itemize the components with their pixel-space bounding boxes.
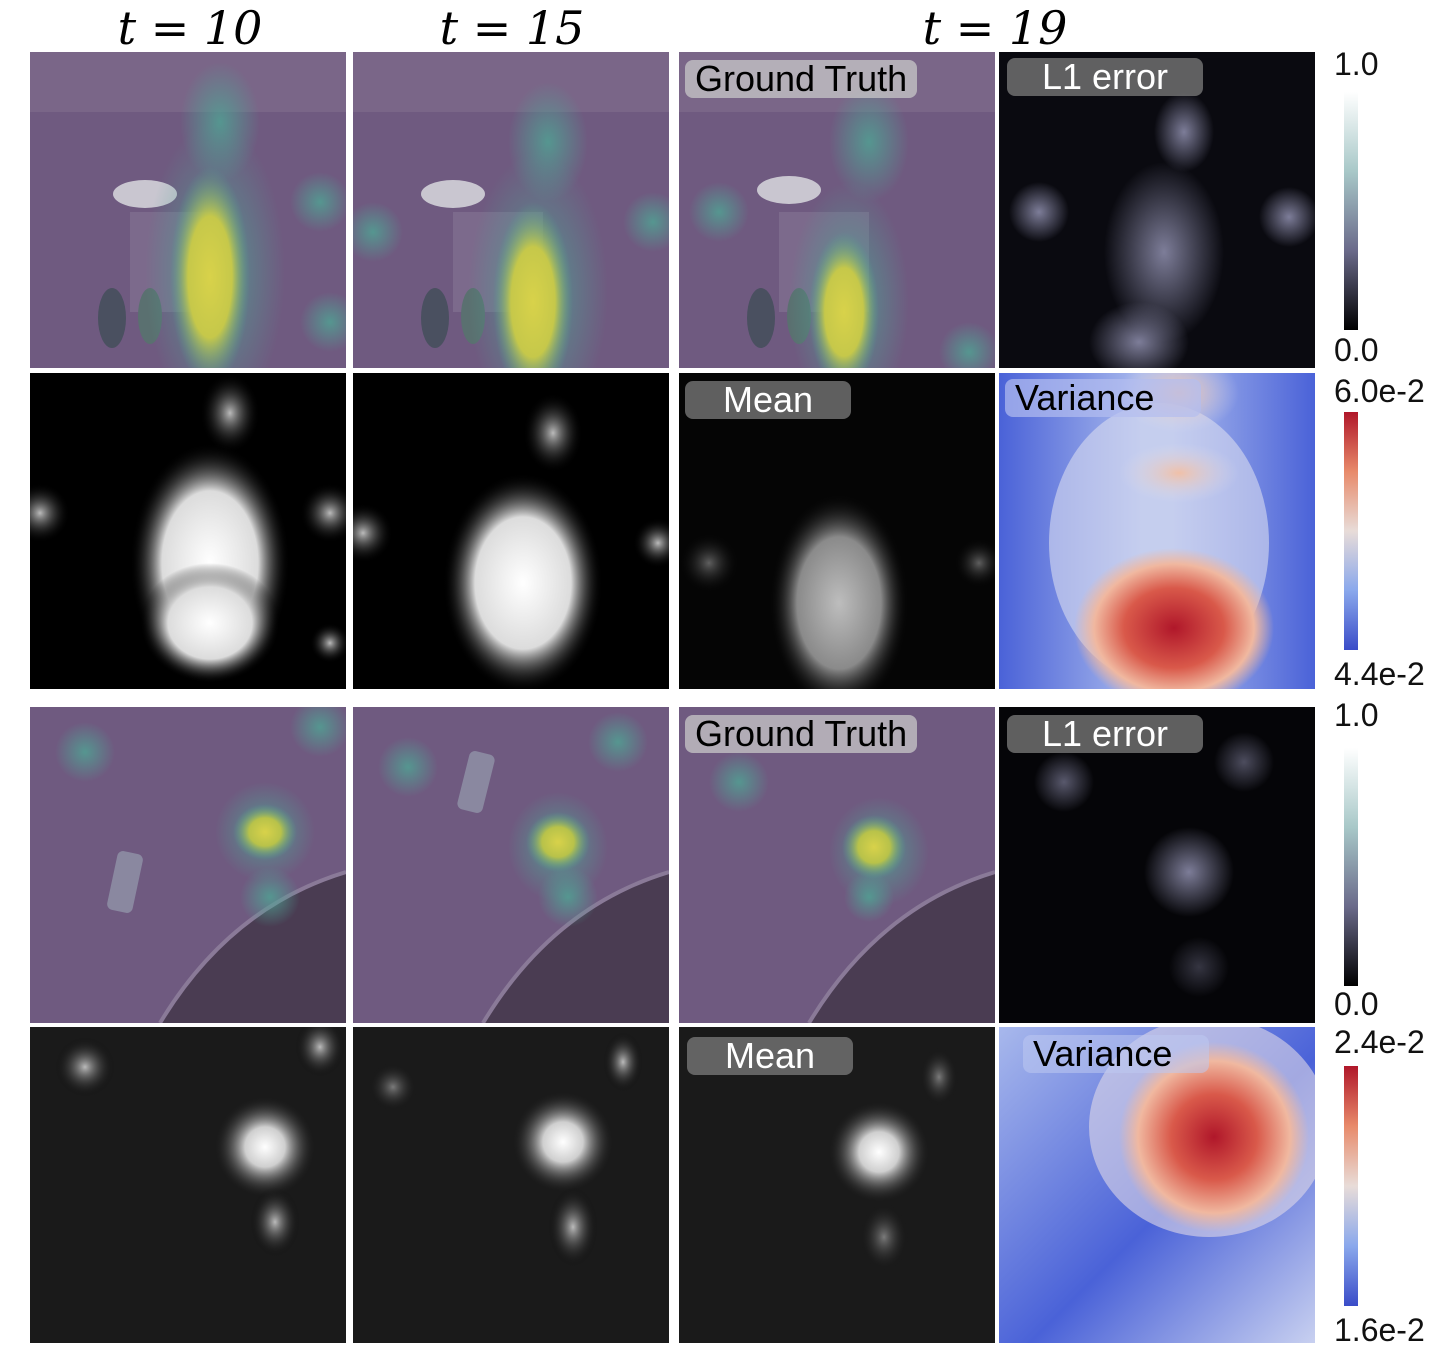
variance-label: Variance [1023, 1035, 1209, 1073]
g1-variance-cbar-min: 4.4e-2 [1334, 656, 1425, 692]
g1-mean-panel: Mean [679, 373, 995, 689]
g2-density-t15 [353, 1027, 669, 1343]
g1-density-t15 [353, 373, 669, 689]
g2-variance-colorbar [1344, 1066, 1358, 1306]
variance-label: Variance [1005, 379, 1201, 417]
g2-density-t10 [30, 1027, 346, 1343]
g1-ground-truth-panel: Ground Truth [679, 52, 995, 368]
g2-ground-truth-panel: Ground Truth [679, 707, 995, 1023]
l1-error-label: L1 error [1007, 715, 1203, 753]
g2-error-cbar-max: 1.0 [1334, 697, 1379, 733]
g1-variance-panel: Variance [999, 373, 1315, 689]
g1-variance-cbar-max: 6.0e-2 [1334, 373, 1425, 409]
g1-error-colorbar [1344, 92, 1358, 330]
g1-density-t10 [30, 373, 346, 689]
g2-variance-cbar-min: 1.6e-2 [1334, 1312, 1425, 1348]
g2-variance-cbar-max: 2.4e-2 [1334, 1024, 1425, 1060]
g1-aerial-t15 [353, 52, 669, 368]
g2-variance-panel: Variance [999, 1027, 1315, 1343]
header-t19: t = 19 [922, 1, 1068, 55]
g2-error-cbar-min: 0.0 [1334, 986, 1379, 1022]
ground-truth-label: Ground Truth [685, 60, 918, 98]
g2-l1-error-panel: L1 error [999, 707, 1315, 1023]
ground-truth-label: Ground Truth [685, 715, 918, 753]
g2-aerial-t15 [353, 707, 669, 1023]
g2-mean-panel: Mean [679, 1027, 995, 1343]
mean-label: Mean [685, 381, 851, 419]
g1-l1-error-panel: L1 error [999, 52, 1315, 368]
mean-label: Mean [687, 1037, 853, 1075]
g2-error-colorbar [1344, 748, 1358, 986]
header-t10: t = 10 [117, 1, 263, 55]
g2-aerial-t10 [30, 707, 346, 1023]
g1-error-cbar-min: 0.0 [1334, 332, 1379, 368]
g1-error-cbar-max: 1.0 [1334, 46, 1379, 82]
header-t15: t = 15 [439, 1, 585, 55]
g1-variance-colorbar [1344, 412, 1358, 650]
g1-aerial-t10 [30, 52, 346, 368]
l1-error-label: L1 error [1007, 58, 1203, 96]
